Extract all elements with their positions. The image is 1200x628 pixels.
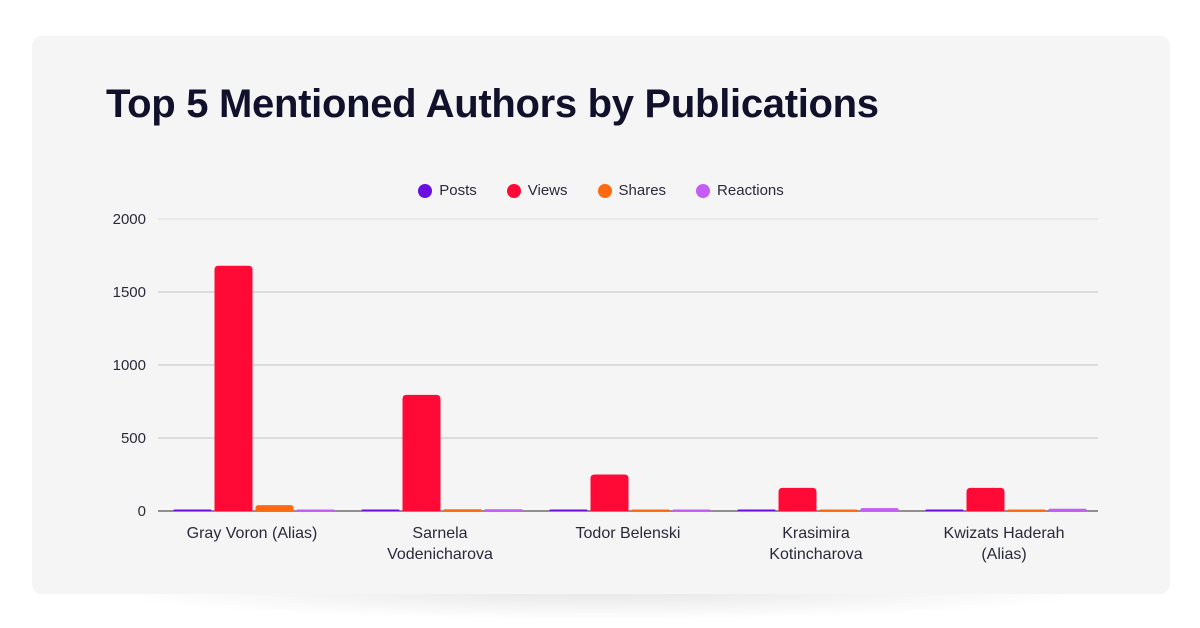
bar-shares[interactable] — [631, 509, 670, 512]
bar-reactions[interactable] — [672, 509, 711, 512]
legend-item-posts[interactable]: Posts — [418, 182, 477, 199]
bar-shares[interactable] — [1007, 509, 1046, 512]
x-category-label: Sarnela Vodenicharova — [387, 525, 493, 563]
bar-posts[interactable] — [737, 509, 776, 512]
y-tick-label: 0 — [138, 503, 146, 520]
legend-label: Posts — [439, 182, 477, 199]
x-category-label: Krasimira Kotincharova — [769, 525, 862, 563]
bar-shares[interactable] — [443, 509, 482, 511]
x-category-label-line: Kwizats Haderah — [944, 525, 1065, 542]
legend-item-shares[interactable]: Shares — [597, 182, 667, 199]
chart-card: Top 5 Mentioned Authors by Publications … — [32, 36, 1170, 594]
bar-views[interactable] — [590, 474, 629, 512]
x-category-label-line: Gray Voron (Alias) — [187, 525, 318, 542]
x-category-label-line: Vodenicharova — [387, 546, 493, 563]
legend-label: Views — [527, 182, 568, 199]
bar-posts[interactable] — [173, 509, 212, 512]
legend-swatch — [696, 183, 711, 198]
legend-label: Shares — [618, 182, 667, 199]
legend-label: Reactions — [717, 182, 784, 199]
x-category-label: Kwizats Haderah (Alias) — [944, 525, 1065, 563]
bar-views[interactable] — [214, 265, 253, 511]
x-category-label-line: Todor Belenski — [576, 525, 681, 542]
bar-shares[interactable] — [255, 505, 294, 511]
bar-shares[interactable] — [819, 509, 858, 512]
x-category-label: Gray Voron (Alias) — [187, 525, 318, 542]
chart-legend: Posts Views Shares Reactions — [32, 182, 1170, 199]
x-category-label-line: Kotincharova — [769, 546, 862, 563]
bar-reactions[interactable] — [484, 509, 523, 511]
chart-title: Top 5 Mentioned Authors by Publications — [106, 82, 879, 126]
legend-item-reactions[interactable]: Reactions — [696, 182, 784, 199]
y-tick-label: 1500 — [113, 284, 146, 301]
bar-reactions[interactable] — [860, 508, 899, 511]
legend-item-views[interactable]: Views — [506, 182, 568, 199]
bar-reactions[interactable] — [1048, 508, 1087, 511]
bar-posts[interactable] — [549, 509, 588, 512]
x-category-label-line: Krasimira — [782, 525, 850, 542]
bar-posts[interactable] — [361, 509, 400, 512]
bar-reactions[interactable] — [296, 509, 335, 512]
x-category-label-line: (Alias) — [981, 546, 1026, 563]
bar-views[interactable] — [402, 394, 441, 511]
y-tick-label: 1000 — [113, 357, 146, 374]
x-category-label: Todor Belenski — [576, 525, 681, 542]
legend-swatch — [418, 183, 433, 198]
bar-posts[interactable] — [925, 509, 964, 512]
bar-views[interactable] — [778, 487, 817, 511]
legend-swatch — [506, 183, 521, 198]
legend-swatch — [597, 183, 612, 198]
x-category-label-line: Sarnela — [412, 525, 467, 542]
bar-views[interactable] — [966, 487, 1005, 511]
y-tick-label: 500 — [121, 430, 146, 447]
bar-chart-plot: 0 500 1000 1500 2000 Gray Voron (Alias) Sarnel… — [113, 211, 1098, 563]
y-tick-label: 2000 — [113, 211, 146, 228]
